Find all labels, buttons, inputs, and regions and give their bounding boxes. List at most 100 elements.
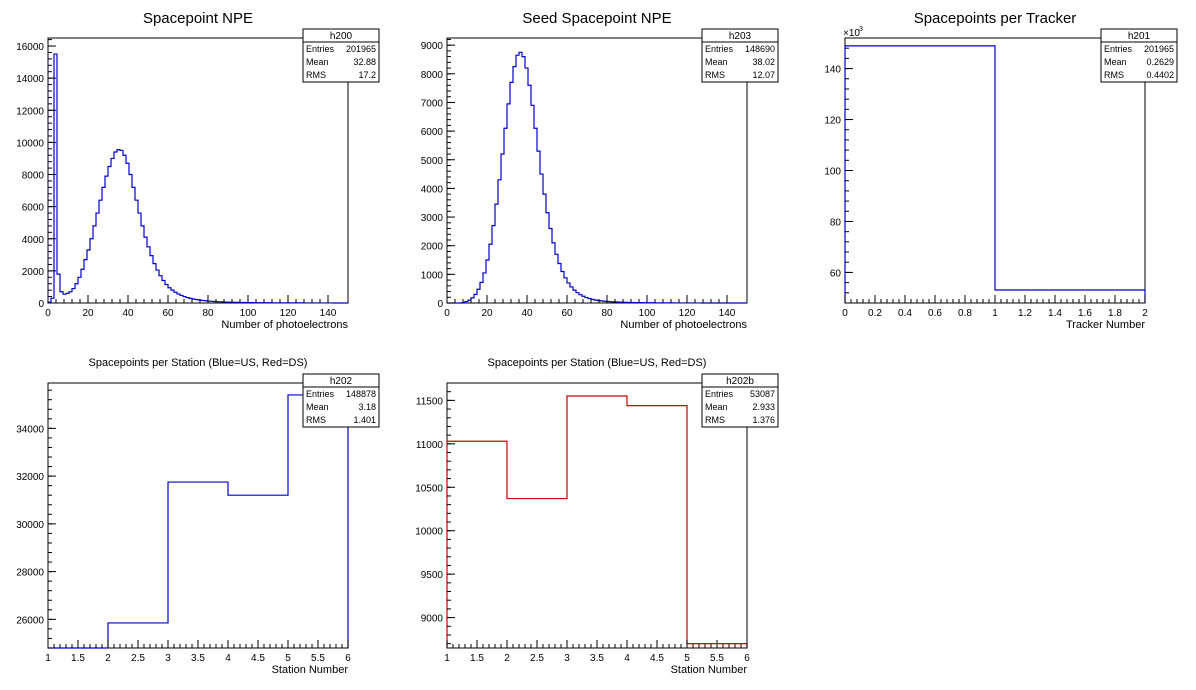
chart-title: Spacepoints per Station (Blue=US, Red=DS… bbox=[488, 357, 707, 369]
x-tick-label: 5.5 bbox=[710, 653, 724, 664]
y-tick-label: 6000 bbox=[22, 203, 45, 214]
x-tick-label: 1.6 bbox=[1078, 308, 1092, 319]
x-tick-label: 20 bbox=[82, 308, 94, 319]
x-tick-label: 1.5 bbox=[71, 653, 85, 664]
y-tick-label: 2000 bbox=[22, 267, 45, 278]
x-tick-label: 100 bbox=[639, 308, 656, 319]
x-tick-label: 40 bbox=[122, 308, 134, 319]
y-tick-label: 12000 bbox=[16, 106, 44, 117]
x-tick-label: 120 bbox=[280, 308, 297, 319]
stats-value: 1.376 bbox=[752, 415, 775, 425]
stats-value: 53087 bbox=[750, 389, 775, 399]
stats-box bbox=[1100, 28, 1178, 83]
y-tick-label: 26000 bbox=[16, 615, 44, 626]
x-tick-label: 1 bbox=[444, 653, 450, 664]
y-tick-label: 16000 bbox=[16, 42, 44, 53]
stats-key: RMS bbox=[306, 415, 326, 425]
stats-box-name: h201 bbox=[1128, 31, 1151, 42]
y-tick-label: 60 bbox=[830, 268, 842, 279]
x-tick-label: 0 bbox=[45, 308, 51, 319]
x-tick-label: 140 bbox=[719, 308, 736, 319]
chart-title: Spacepoint NPE bbox=[143, 10, 253, 27]
x-tick-label: 100 bbox=[240, 308, 257, 319]
x-tick-label: 0.6 bbox=[928, 308, 942, 319]
x-tick-label: 1.8 bbox=[1108, 308, 1122, 319]
plot-frame bbox=[446, 37, 748, 304]
x-tick-label: 0.8 bbox=[958, 308, 972, 319]
stats-value: 17.2 bbox=[358, 70, 376, 80]
plot-frame bbox=[47, 37, 349, 304]
y-tick-label: 34000 bbox=[16, 424, 44, 435]
stats-value: 201965 bbox=[346, 44, 376, 54]
y-multiplier-label: ×10 bbox=[843, 28, 860, 39]
x-tick-label: 5 bbox=[285, 653, 291, 664]
x-tick-label: 1.5 bbox=[470, 653, 484, 664]
stats-box-name: h200 bbox=[330, 31, 353, 42]
y-tick-label: 9000 bbox=[421, 41, 444, 52]
stats-value: 3.18 bbox=[358, 402, 376, 412]
y-tick-label: 10000 bbox=[415, 527, 443, 538]
y-tick-label: 30000 bbox=[16, 520, 44, 531]
stats-key: RMS bbox=[705, 415, 725, 425]
stats-value: 201965 bbox=[1144, 44, 1174, 54]
x-tick-label: 80 bbox=[601, 308, 613, 319]
stats-key: Mean bbox=[306, 402, 329, 412]
y-tick-label: 14000 bbox=[16, 74, 44, 85]
x-tick-label: 2.5 bbox=[530, 653, 544, 664]
x-tick-label: 1.4 bbox=[1048, 308, 1062, 319]
x-tick-label: 5.5 bbox=[311, 653, 325, 664]
stats-box-name: h203 bbox=[729, 31, 752, 42]
x-tick-label: 3 bbox=[165, 653, 171, 664]
x-tick-label: 5 bbox=[684, 653, 690, 664]
stats-key: Mean bbox=[306, 57, 329, 67]
stats-value: 148690 bbox=[745, 44, 775, 54]
stats-value: 148878 bbox=[346, 389, 376, 399]
y-tick-label: 28000 bbox=[16, 568, 44, 579]
stats-value: 12.07 bbox=[752, 70, 775, 80]
x-tick-label: 2 bbox=[105, 653, 111, 664]
x-tick-label: 0.4 bbox=[898, 308, 912, 319]
y-tick-label: 11000 bbox=[416, 440, 444, 451]
y-tick-label: 0 bbox=[38, 299, 44, 310]
x-tick-label: 20 bbox=[481, 308, 493, 319]
x-tick-label: 60 bbox=[561, 308, 573, 319]
y-tick-label: 120 bbox=[824, 116, 841, 127]
histogram-line bbox=[447, 51, 747, 304]
y-tick-label: 4000 bbox=[22, 235, 45, 246]
x-tick-label: 4.5 bbox=[251, 653, 265, 664]
panel-h200: Spacepoint NPE 0 20 40 60 80 100 120 140 0 2000 400… bbox=[16, 10, 380, 331]
stats-value: 1.401 bbox=[353, 415, 376, 425]
stats-box-name: h202 bbox=[330, 376, 353, 387]
stats-key: RMS bbox=[1104, 70, 1124, 80]
x-tick-label: 3.5 bbox=[191, 653, 205, 664]
x-tick-label: 6 bbox=[744, 653, 750, 664]
histogram-line bbox=[48, 394, 349, 649]
x-tick-label: 40 bbox=[521, 308, 533, 319]
x-tick-label: 140 bbox=[320, 308, 337, 319]
stats-key: Mean bbox=[1104, 57, 1127, 67]
y-tick-label: 8000 bbox=[22, 171, 45, 182]
y-tick-label: 7000 bbox=[421, 98, 444, 109]
stats-box bbox=[302, 373, 380, 428]
panel-h203: Seed Spacepoint NPE 0 20 40 60 80 100 120 140 0 10… bbox=[421, 10, 779, 331]
stats-key: Entries bbox=[306, 389, 335, 399]
stats-key: Entries bbox=[705, 389, 734, 399]
x-tick-label: 0.2 bbox=[868, 308, 882, 319]
x-tick-label: 2.5 bbox=[131, 653, 145, 664]
y-tick-label: 9500 bbox=[421, 570, 444, 581]
x-axis-label: Station Number bbox=[272, 664, 349, 676]
y-tick-label: 4000 bbox=[421, 184, 444, 195]
x-tick-label: 4 bbox=[225, 653, 231, 664]
y-tick-label: 8000 bbox=[421, 70, 444, 81]
stats-box bbox=[701, 28, 779, 83]
x-tick-label: 80 bbox=[202, 308, 214, 319]
histogram-line bbox=[47, 53, 349, 304]
histogram-line bbox=[844, 45, 1146, 303]
chart-title: Spacepoints per Tracker bbox=[914, 10, 1077, 27]
stats-value: 32.88 bbox=[353, 57, 376, 67]
stats-key: RMS bbox=[705, 70, 725, 80]
stats-key: Entries bbox=[705, 44, 734, 54]
x-axis-label: Number of photoelectrons bbox=[221, 319, 348, 331]
panel-h202: Spacepoints per Station (Blue=US, Red=DS… bbox=[16, 357, 380, 676]
stats-value: 38.02 bbox=[752, 57, 775, 67]
